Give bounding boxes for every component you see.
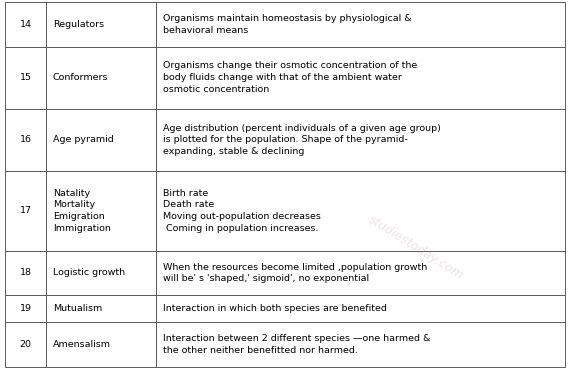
Text: Conformers: Conformers: [53, 73, 108, 82]
Bar: [5, 295, 46, 323]
Text: 17: 17: [19, 206, 31, 215]
Bar: [156, 295, 565, 323]
Text: Age pyramid: Age pyramid: [53, 135, 113, 144]
Text: 15: 15: [19, 73, 31, 82]
Text: Organisms maintain homeostasis by physiological &
behavioral means: Organisms maintain homeostasis by physio…: [163, 14, 412, 35]
Text: When the resources become limited ,population growth
will be' s 'shaped,' sigmoi: When the resources become limited ,popul…: [163, 262, 428, 283]
Bar: [46, 251, 156, 295]
Bar: [156, 171, 565, 251]
Bar: [5, 46, 46, 109]
Text: Birth rate
Death rate
Moving out-population decreases
 Coming in population incr: Birth rate Death rate Moving out-populat…: [163, 189, 321, 233]
Bar: [5, 323, 46, 367]
Text: Regulators: Regulators: [53, 20, 104, 29]
Text: 18: 18: [19, 268, 31, 277]
Bar: [156, 109, 565, 171]
Text: 20: 20: [19, 340, 31, 349]
Bar: [5, 251, 46, 295]
Text: 16: 16: [19, 135, 31, 144]
Text: Logistic growth: Logistic growth: [53, 268, 125, 277]
Text: Interaction in which both species are benefited: Interaction in which both species are be…: [163, 304, 387, 313]
Bar: [5, 109, 46, 171]
Bar: [156, 323, 565, 367]
Text: Interaction between 2 different species —one harmed &
the other neither benefitt: Interaction between 2 different species …: [163, 334, 430, 355]
Text: Mutualism: Mutualism: [53, 304, 102, 313]
Text: Organisms change their osmotic concentration of the
body fluids change with that: Organisms change their osmotic concentra…: [163, 61, 417, 94]
Bar: [5, 171, 46, 251]
Bar: [46, 295, 156, 323]
Bar: [46, 2, 156, 46]
Text: Amensalism: Amensalism: [53, 340, 111, 349]
Bar: [5, 2, 46, 46]
Text: 19: 19: [19, 304, 31, 313]
Bar: [46, 323, 156, 367]
Text: 14: 14: [19, 20, 31, 29]
Bar: [156, 2, 565, 46]
Text: Natality
Mortality
Emigration
Immigration: Natality Mortality Emigration Immigratio…: [53, 189, 111, 233]
Text: Age distribution (percent individuals of a given age group)
is plotted for the p: Age distribution (percent individuals of…: [163, 124, 441, 156]
Text: studiestoday.com: studiestoday.com: [366, 213, 466, 282]
Bar: [46, 171, 156, 251]
Bar: [156, 46, 565, 109]
Bar: [156, 251, 565, 295]
Bar: [46, 109, 156, 171]
Bar: [46, 46, 156, 109]
